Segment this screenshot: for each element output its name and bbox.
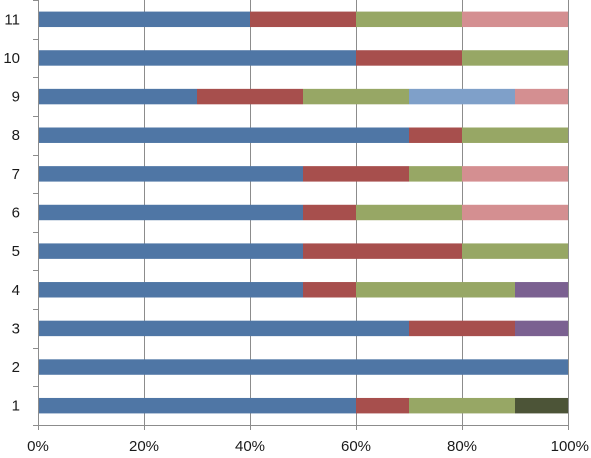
bar-segment-2-1 (38, 359, 568, 375)
bar-segment-4-3 (356, 282, 515, 298)
bar-segment-5-2 (303, 243, 462, 259)
bar-segment-9-4 (409, 88, 515, 105)
x-tick-label: 20% (129, 438, 159, 455)
x-tick-label: 100% (551, 438, 589, 455)
axes (33, 0, 569, 430)
bar-segment-3-2 (409, 320, 515, 337)
bar-segment-4-2 (303, 282, 356, 298)
y-tick-label: 11 (4, 11, 20, 28)
bar-segment-11-1 (38, 11, 250, 28)
bar-segment-11-4 (462, 11, 568, 28)
y-tick-label: 5 (12, 243, 20, 260)
bar-segment-5-1 (38, 243, 303, 259)
bar-segment-11-3 (356, 11, 462, 28)
x-tick-label: 40% (235, 438, 265, 455)
bar-segment-10-1 (38, 50, 356, 66)
bar-segment-4-4 (515, 282, 568, 298)
y-tick-label: 2 (12, 359, 20, 376)
y-tick-label: 6 (12, 205, 20, 222)
y-tick-label: 8 (12, 127, 20, 144)
bars (38, 11, 568, 414)
bar-segment-1-1 (38, 397, 356, 414)
bar-segment-3-1 (38, 320, 409, 337)
x-tick-label: 0% (27, 438, 49, 455)
bar-segment-9-5 (515, 88, 568, 105)
bar-segment-6-1 (38, 204, 303, 221)
y-tick-label: 1 (12, 398, 20, 415)
bar-segment-5-3 (462, 243, 568, 259)
y-tick-label: 4 (12, 282, 20, 299)
bar-segment-6-3 (356, 204, 462, 221)
bar-segment-7-1 (38, 166, 303, 182)
bar-segment-9-1 (38, 88, 197, 105)
bar-segment-7-3 (409, 166, 462, 182)
bar-segment-1-2 (356, 397, 409, 414)
bar-segment-9-2 (197, 88, 303, 105)
bar-segment-6-2 (303, 204, 356, 221)
bar-segment-8-2 (409, 127, 462, 143)
x-tick-labels: 0% 20% 40% 60% 80% 100% (27, 438, 589, 455)
bar-segment-1-4 (515, 397, 568, 414)
bar-segment-8-1 (38, 127, 409, 143)
bar-segment-10-2 (356, 50, 462, 66)
bar-segment-7-4 (462, 166, 568, 182)
bar-segment-9-3 (303, 88, 409, 105)
bar-segment-8-3 (462, 127, 568, 143)
y-tick-label: 9 (12, 89, 20, 106)
bar-segment-6-4 (462, 204, 568, 221)
y-tick-label: 10 (3, 50, 20, 67)
y-tick-label: 7 (12, 166, 20, 183)
bar-segment-11-2 (250, 11, 356, 28)
x-tick-label: 60% (341, 438, 371, 455)
bar-segment-10-3 (462, 50, 568, 66)
bar-segment-3-3 (515, 320, 568, 337)
bar-segment-4-1 (38, 282, 303, 298)
y-tick-labels: 1 2 3 4 5 6 7 8 9 10 11 (3, 11, 20, 414)
x-tick-label: 80% (447, 438, 477, 455)
bar-segment-1-3 (409, 397, 515, 414)
bar-segment-7-2 (303, 166, 409, 182)
y-tick-label: 3 (12, 320, 20, 337)
